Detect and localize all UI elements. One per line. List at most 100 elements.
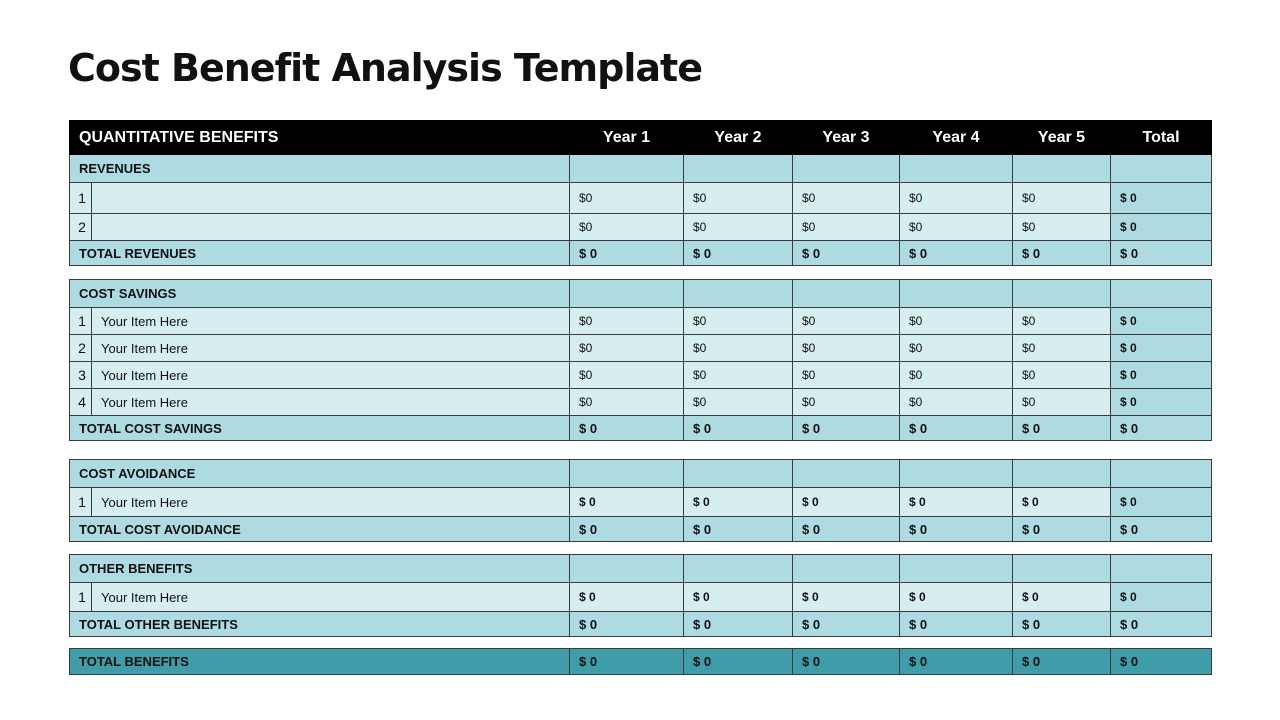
cell-value[interactable]: $0 xyxy=(792,307,900,335)
row-item[interactable]: Your Item Here xyxy=(90,487,571,517)
total-value: $ 0 xyxy=(792,516,901,542)
cell-value[interactable]: $0 xyxy=(899,307,1013,335)
total-value: $ 0 xyxy=(899,611,1013,637)
row-item[interactable] xyxy=(91,213,570,241)
table-row: 1 Your Item Here $ 0 $ 0 $ 0 $ 0 $ 0 $ 0 xyxy=(69,582,1212,612)
grand-total-row: TOTAL BENEFITS $ 0 $ 0 $ 0 $ 0 $ 0 $ 0 xyxy=(68,648,1213,675)
cell-value[interactable]: $0 xyxy=(683,361,793,389)
cell-value[interactable]: $ 0 xyxy=(683,582,793,612)
row-number: 2 xyxy=(69,334,92,362)
total-value: $ 0 xyxy=(1012,240,1111,266)
table-row: 1 $0 $0 $0 $0 $0 $ 0 xyxy=(69,182,1212,214)
row-total: $ 0 xyxy=(1110,307,1212,335)
cell-value[interactable]: $0 xyxy=(899,361,1013,389)
cell-value[interactable]: $0 xyxy=(569,334,684,362)
row-item[interactable]: Your Item Here xyxy=(91,361,570,389)
total-row-cost-avoidance: TOTAL COST AVOIDANCE $ 0 $ 0 $ 0 $ 0 $ 0… xyxy=(68,516,1213,542)
total-value: $ 0 xyxy=(683,415,793,441)
cell-value[interactable]: $0 xyxy=(792,334,900,362)
section-header-other-benefits: OTHER BENEFITS xyxy=(69,554,1212,583)
cell-value[interactable]: $0 xyxy=(683,182,793,214)
cell-value[interactable]: $0 xyxy=(1012,388,1111,416)
total-value: $ 0 xyxy=(1012,611,1111,637)
cell-value[interactable]: $0 xyxy=(1012,361,1111,389)
grand-total-value: $ 0 xyxy=(792,648,901,675)
cell-value[interactable]: $0 xyxy=(792,213,900,241)
total-label: TOTAL COST AVOIDANCE xyxy=(68,516,571,542)
section-label: COST SAVINGS xyxy=(69,279,570,308)
grand-total-value: $ 0 xyxy=(683,648,794,675)
cell-value[interactable]: $0 xyxy=(683,334,793,362)
total-value: $ 0 xyxy=(1110,240,1212,266)
cell-value[interactable]: $0 xyxy=(683,213,793,241)
cell-value[interactable]: $0 xyxy=(569,213,684,241)
row-number: 2 xyxy=(69,213,92,241)
grand-total-value: $ 0 xyxy=(1012,648,1112,675)
cell-value[interactable]: $0 xyxy=(1012,182,1111,214)
table-row: 3 Your Item Here $0 $0 $0 $0 $0 $ 0 xyxy=(69,361,1212,389)
grand-total-value: $ 0 xyxy=(899,648,1014,675)
section-label: COST AVOIDANCE xyxy=(68,459,571,488)
grand-total-value: $ 0 xyxy=(569,648,685,675)
cost-avoidance-table: COST AVOIDANCE 1 Your Item Here $ 0 $ 0 … xyxy=(68,459,1213,542)
cell-value[interactable]: $0 xyxy=(899,334,1013,362)
cell-value[interactable]: $0 xyxy=(569,388,684,416)
cell-value[interactable]: $0 xyxy=(1012,213,1111,241)
total-label: TOTAL COST SAVINGS xyxy=(69,415,570,441)
cell-value[interactable]: $0 xyxy=(683,307,793,335)
cell-value[interactable]: $ 0 xyxy=(899,582,1013,612)
row-item[interactable]: Your Item Here xyxy=(91,334,570,362)
cell-value[interactable]: $0 xyxy=(899,182,1013,214)
cell-value[interactable]: $0 xyxy=(792,388,900,416)
total-value: $ 0 xyxy=(1012,415,1111,441)
cell-value[interactable]: $0 xyxy=(792,361,900,389)
cell-value[interactable]: $ 0 xyxy=(792,487,901,517)
row-total: $ 0 xyxy=(1110,487,1213,517)
header-row: QUANTITATIVE BENEFITS Year 1 Year 2 Year… xyxy=(69,120,1212,155)
section-header-cost-savings: COST SAVINGS xyxy=(69,279,1212,308)
cost-savings-table: COST SAVINGS 1 Your Item Here $0 $0 $0 $… xyxy=(69,279,1212,441)
row-number: 1 xyxy=(69,307,92,335)
header-year-4: Year 4 xyxy=(899,120,1013,155)
cell-value[interactable]: $0 xyxy=(1012,307,1111,335)
cell-value[interactable]: $ 0 xyxy=(899,487,1014,517)
total-value: $ 0 xyxy=(569,611,684,637)
cell-value[interactable]: $ 0 xyxy=(569,487,685,517)
row-item[interactable]: Your Item Here xyxy=(91,582,570,612)
cell-value[interactable]: $0 xyxy=(569,361,684,389)
header-year-2: Year 2 xyxy=(683,120,793,155)
total-value: $ 0 xyxy=(1110,611,1212,637)
header-year-5: Year 5 xyxy=(1012,120,1111,155)
total-row-other-benefits: TOTAL OTHER BENEFITS $ 0 $ 0 $ 0 $ 0 $ 0… xyxy=(69,611,1212,637)
total-value: $ 0 xyxy=(792,240,900,266)
total-value: $ 0 xyxy=(899,240,1013,266)
row-number: 1 xyxy=(69,487,92,517)
row-number: 4 xyxy=(69,388,92,416)
row-item[interactable]: Your Item Here xyxy=(91,307,570,335)
cell-value[interactable]: $0 xyxy=(569,307,684,335)
row-total: $ 0 xyxy=(1110,388,1212,416)
row-item[interactable]: Your Item Here xyxy=(91,388,570,416)
cell-value[interactable]: $0 xyxy=(1012,334,1111,362)
total-label: TOTAL REVENUES xyxy=(69,240,570,266)
total-value: $ 0 xyxy=(569,415,684,441)
total-value: $ 0 xyxy=(683,240,793,266)
cell-value[interactable]: $0 xyxy=(899,213,1013,241)
table-row: 2 $0 $0 $0 $0 $0 $ 0 xyxy=(69,213,1212,241)
header-total: Total xyxy=(1110,120,1212,155)
cell-value[interactable]: $ 0 xyxy=(792,582,900,612)
total-value: $ 0 xyxy=(899,415,1013,441)
row-total: $ 0 xyxy=(1110,582,1212,612)
cell-value[interactable]: $0 xyxy=(683,388,793,416)
table-row: 1 Your Item Here $0 $0 $0 $0 $0 $ 0 xyxy=(69,307,1212,335)
cell-value[interactable]: $0 xyxy=(792,182,900,214)
cell-value[interactable]: $ 0 xyxy=(569,582,684,612)
row-item[interactable] xyxy=(91,182,570,214)
table-row: 4 Your Item Here $0 $0 $0 $0 $0 $ 0 xyxy=(69,388,1212,416)
cell-value[interactable]: $ 0 xyxy=(1012,487,1112,517)
cell-value[interactable]: $ 0 xyxy=(1012,582,1111,612)
cell-value[interactable]: $ 0 xyxy=(683,487,794,517)
total-benefits-table: TOTAL BENEFITS $ 0 $ 0 $ 0 $ 0 $ 0 $ 0 xyxy=(68,648,1213,675)
cell-value[interactable]: $0 xyxy=(899,388,1013,416)
cell-value[interactable]: $0 xyxy=(569,182,684,214)
